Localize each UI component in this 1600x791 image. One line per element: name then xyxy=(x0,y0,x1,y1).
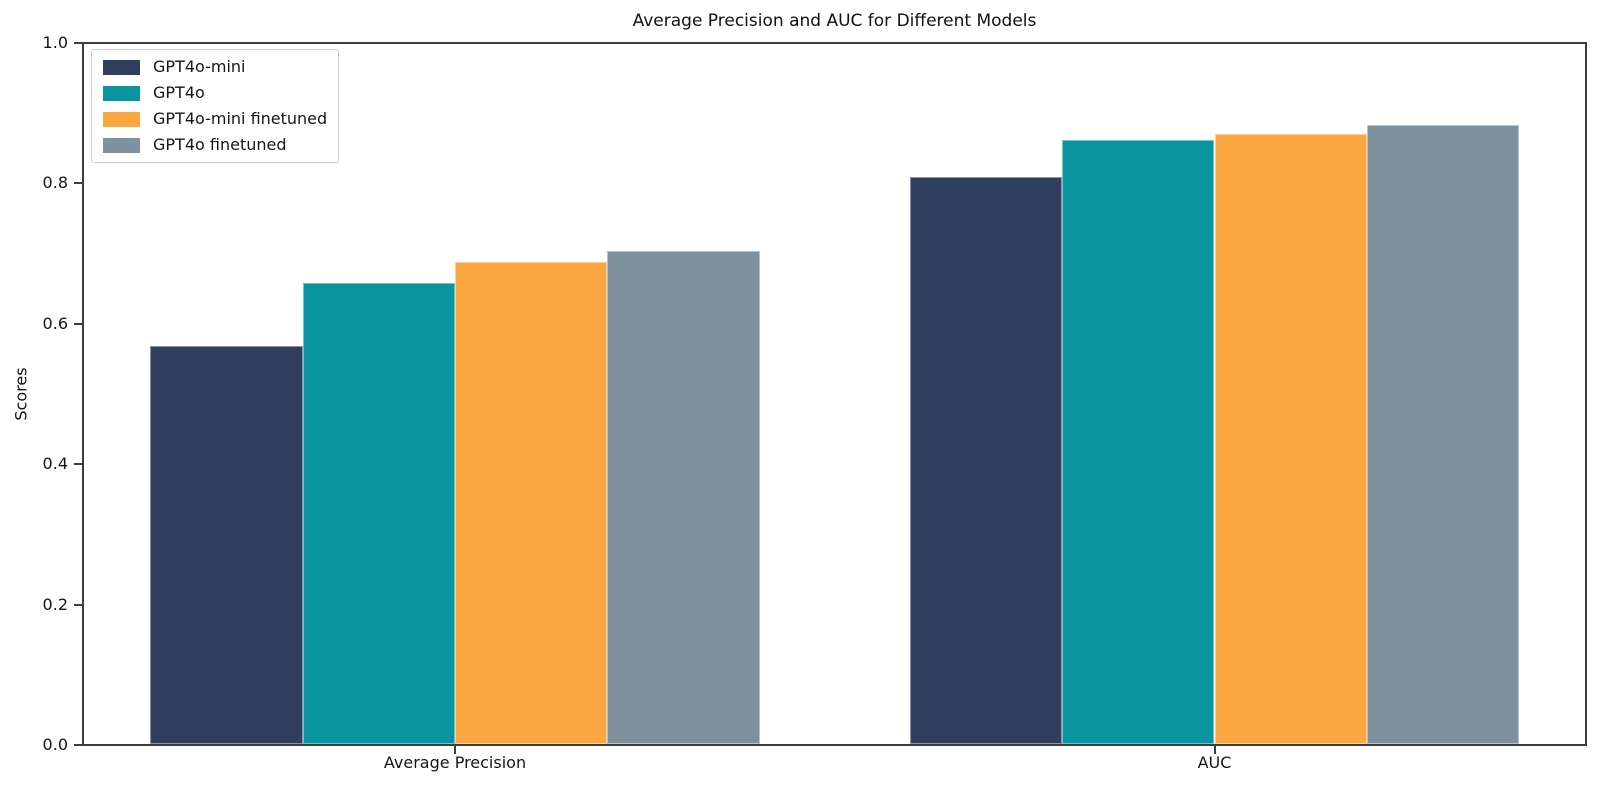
legend-swatch xyxy=(103,137,140,153)
y-tick-mark xyxy=(74,744,82,746)
bar-gpt4o-mini xyxy=(909,177,1063,744)
y-tick-mark xyxy=(74,603,82,606)
legend-label: GPT4o-mini finetuned xyxy=(153,109,328,128)
y-tick-mark xyxy=(74,463,82,466)
bar-gpt4o xyxy=(302,283,455,744)
legend-item: GPT4o-mini finetuned xyxy=(103,110,327,128)
legend-label: GPT4o-mini xyxy=(153,57,246,76)
y-tick-label: 0.0 xyxy=(42,735,68,754)
x-tick-mark xyxy=(454,746,456,754)
y-tick-label: 0.2 xyxy=(42,594,68,614)
bar-gpt4o-finetuned xyxy=(1366,124,1520,744)
legend-label: GPT4o finetuned xyxy=(153,135,287,154)
bar-gpt4o-mini-finetuned xyxy=(1214,134,1367,744)
legend-label: GPT4o xyxy=(153,83,205,102)
y-tick-label: 1.0 xyxy=(42,33,68,52)
y-tick-mark xyxy=(74,322,82,325)
legend-item: GPT4o xyxy=(103,84,327,102)
y-axis-label: Scores xyxy=(11,367,31,421)
legend-swatch xyxy=(103,85,140,101)
y-tick-label: 0.6 xyxy=(42,313,68,333)
y-tick-label: 0.8 xyxy=(42,173,68,193)
chart-title: Average Precision and AUC for Different … xyxy=(632,11,1037,31)
legend-item: GPT4o-mini xyxy=(103,58,327,76)
legend: GPT4o-mini GPT4o GPT4o-mini finetuned GPT4o… xyxy=(91,49,340,163)
legend-swatch xyxy=(103,59,140,75)
x-tick-label: AUC xyxy=(1197,753,1232,772)
y-tick-mark xyxy=(74,42,82,44)
y-tick-label: 0.4 xyxy=(42,454,68,474)
legend-swatch xyxy=(103,111,140,127)
bar-gpt4o-mini-finetuned xyxy=(455,261,608,744)
bar-gpt4o xyxy=(1062,139,1215,744)
legend-item: GPT4o finetuned xyxy=(103,136,327,154)
plot-area xyxy=(82,42,1587,746)
bar-gpt4o-mini xyxy=(150,346,303,744)
x-tick-mark xyxy=(1213,746,1216,754)
bar-gpt4o-finetuned xyxy=(607,250,760,744)
y-tick-mark xyxy=(74,182,82,185)
x-tick-label: Average Precision xyxy=(383,753,527,772)
